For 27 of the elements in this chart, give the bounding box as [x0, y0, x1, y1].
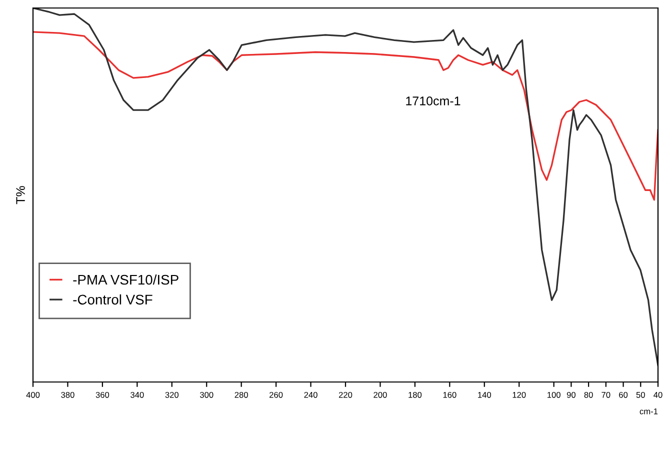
x-tick-label: 220 — [338, 392, 352, 398]
x-tick-label: 240 — [304, 392, 318, 398]
x-tick-label: 180 — [408, 392, 422, 398]
x-tick-label: 360 — [96, 392, 110, 398]
x-tick-label: 80 — [584, 392, 593, 398]
x-tick-label: 340 — [130, 392, 144, 398]
x-tick-label: 50 — [636, 392, 645, 398]
x-tick-label: 260 — [270, 392, 283, 398]
x-tick-label: 70 — [602, 392, 610, 398]
x-tick-label: 140 — [478, 392, 492, 398]
x-tick-label: 160 — [443, 392, 456, 398]
x-tick-label: 280 — [234, 392, 248, 398]
x-tick-label: 300 — [200, 392, 214, 398]
legend-label: -Control VSF — [73, 294, 152, 305]
legend-label: -PMA VSF10/ISP — [73, 274, 178, 285]
x-tick-label: 380 — [61, 392, 74, 398]
annotation: 1710cm-1 — [406, 96, 460, 106]
x-tick-label: 200 — [374, 392, 387, 398]
x-tick-label: 40 — [654, 392, 662, 398]
x-tick-label: 60 — [619, 392, 628, 398]
x-tick-label: 100 — [548, 392, 560, 398]
x-axis-title: cm-1 — [640, 408, 658, 414]
x-tick-label: 320 — [165, 392, 179, 398]
x-tick-label: 90 — [566, 392, 576, 398]
y-axis-title: T% — [16, 186, 25, 204]
x-tick-label: 120 — [512, 392, 526, 398]
x-tick-label: 400 — [26, 392, 40, 398]
